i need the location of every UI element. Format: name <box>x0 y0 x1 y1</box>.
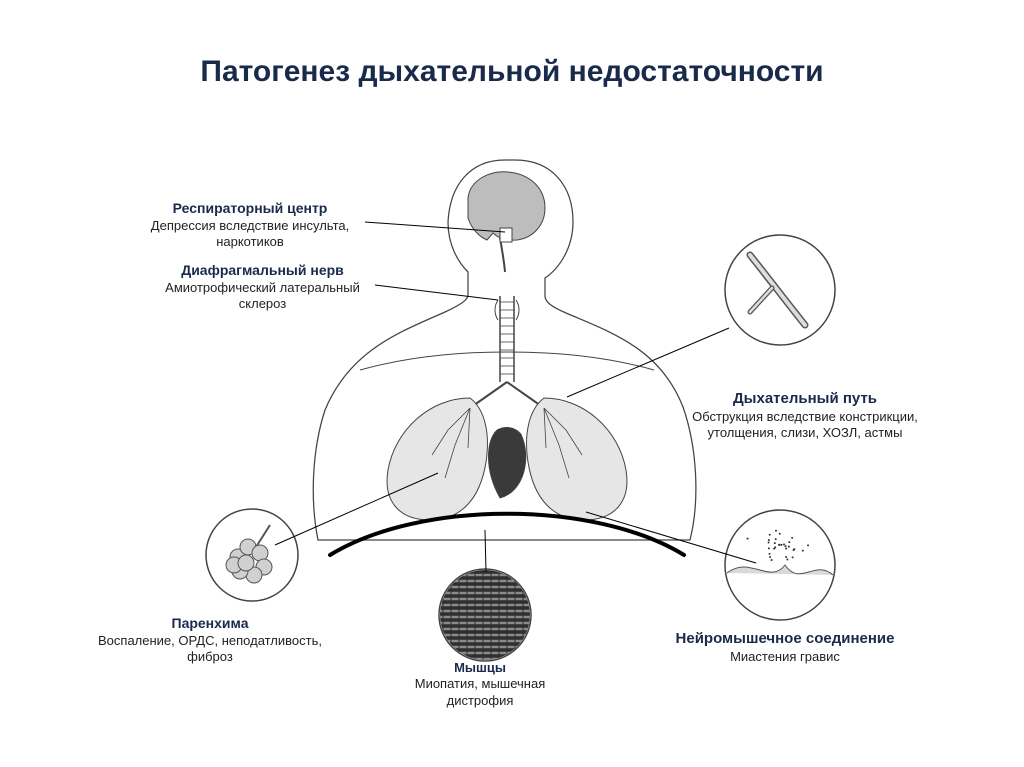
callout-sub: Миопатия, мышечная дистрофия <box>390 676 570 709</box>
callout-heading: Дыхательный путь <box>690 390 920 409</box>
callout-airway: Дыхательный путьОбструкция вследствие ко… <box>690 390 920 441</box>
callout-heading: Респираторный центр <box>130 200 370 218</box>
callout-muscles: МышцыМиопатия, мышечная дистрофия <box>390 660 570 709</box>
callout-heading: Паренхима <box>95 615 325 633</box>
callout-phrenic_nerve: Диафрагмальный нервАмиотрофический латер… <box>150 262 375 312</box>
callout-nmj: Нейромышечное соединениеМиастения гравис <box>660 630 910 665</box>
callout-sub: Миастения гравис <box>660 649 910 665</box>
callout-heading: Диафрагмальный нерв <box>150 262 375 280</box>
callout-heading: Нейромышечное соединение <box>660 630 910 649</box>
callout-sub: Обструкция вследствие констрикции, утолщ… <box>690 409 920 442</box>
diagram-root: Патогенез дыхательной недостаточности Ре… <box>0 0 1024 767</box>
callout-sub: Депрессия вследствие инсульта, наркотико… <box>130 218 370 251</box>
callout-parenchyma: ПаренхимаВоспаление, ОРДС, неподатливост… <box>95 615 325 665</box>
callout-sub: Амиотрофический латеральный склероз <box>150 280 375 313</box>
callout-sub: Воспаление, ОРДС, неподатливость, фиброз <box>95 633 325 666</box>
callout-heading: Мышцы <box>390 660 570 676</box>
callout-resp_center: Респираторный центрДепрессия вследствие … <box>130 200 370 250</box>
